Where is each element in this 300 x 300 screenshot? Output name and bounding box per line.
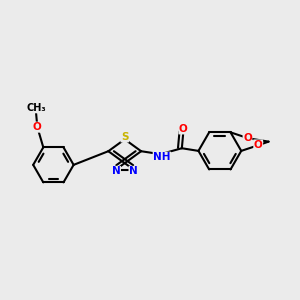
- Text: O: O: [243, 133, 252, 143]
- Text: S: S: [121, 132, 128, 142]
- Text: O: O: [254, 140, 262, 150]
- Text: O: O: [33, 122, 42, 132]
- Text: NH: NH: [153, 152, 171, 162]
- Text: O: O: [179, 124, 188, 134]
- Text: N: N: [129, 167, 138, 176]
- Text: CH₃: CH₃: [26, 103, 46, 113]
- Text: N: N: [112, 167, 121, 176]
